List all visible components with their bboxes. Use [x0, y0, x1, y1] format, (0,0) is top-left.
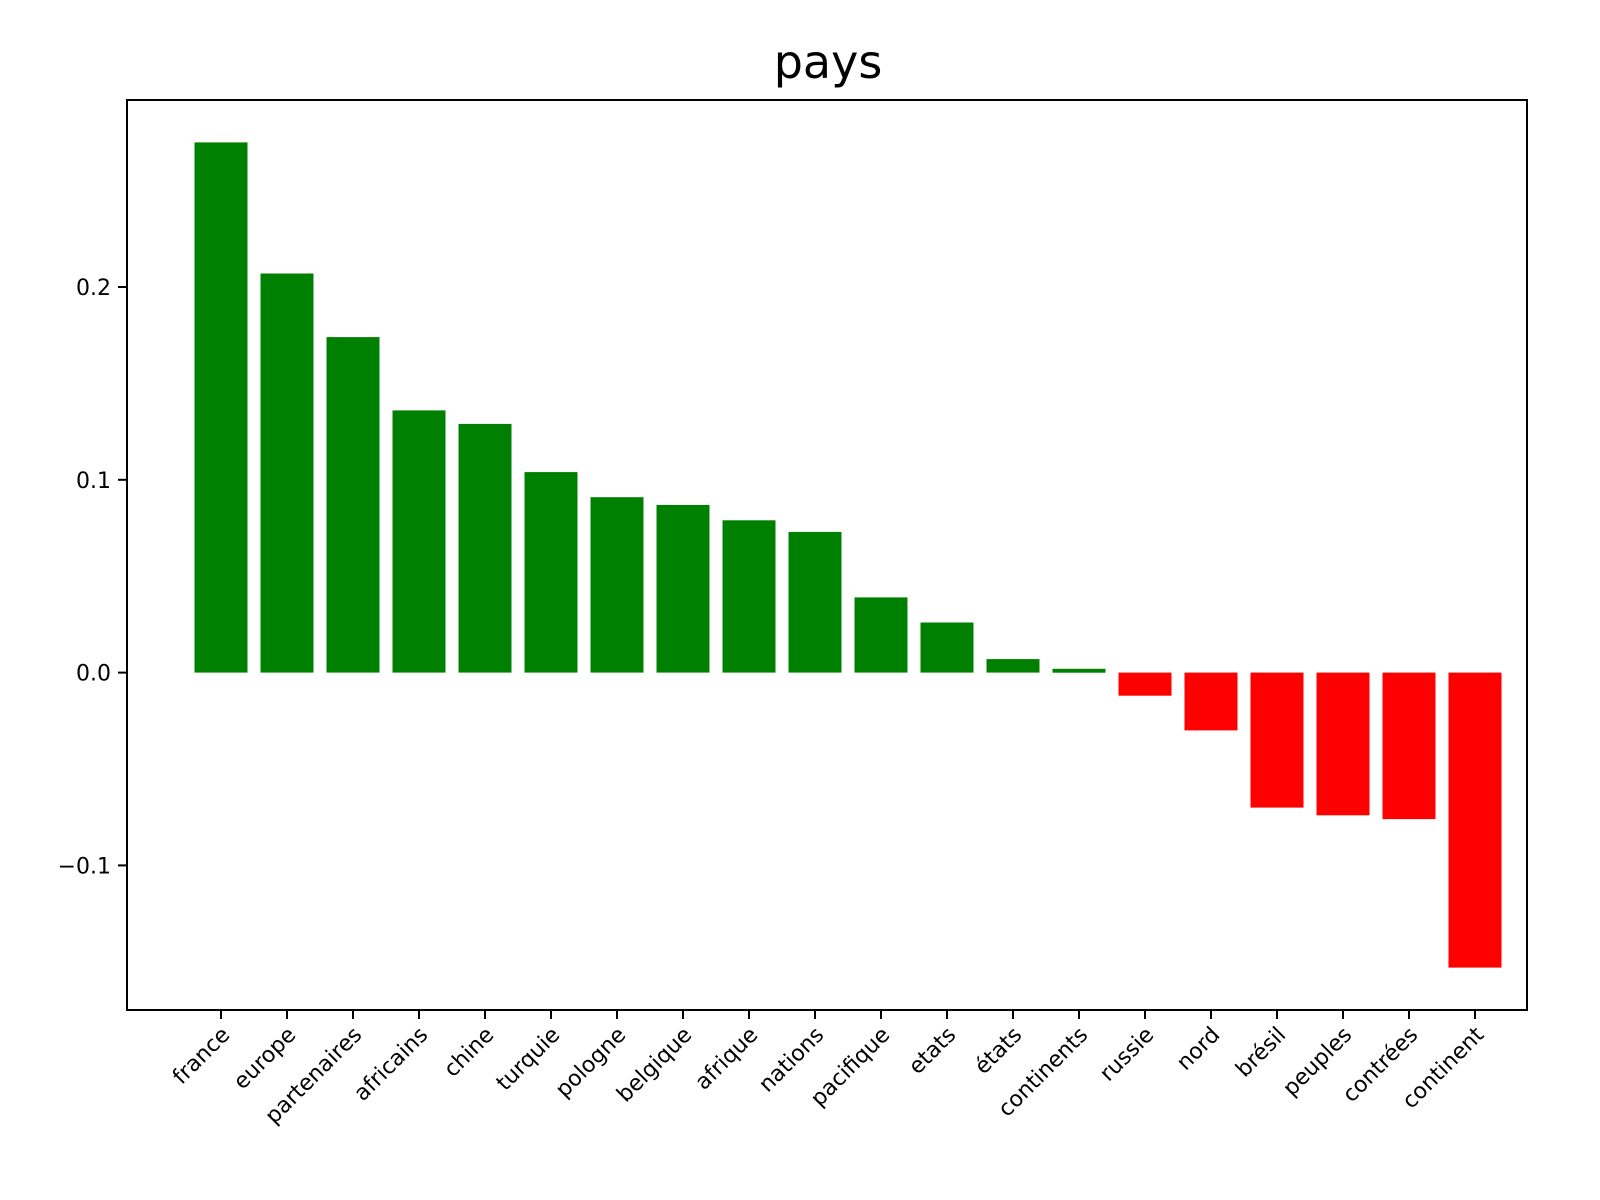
x-tick-label-11: etats [904, 1023, 961, 1080]
x-tick-label-0: france [168, 1023, 235, 1090]
y-tick-label-3: 0.2 [76, 276, 111, 301]
bar-10 [854, 597, 908, 673]
chart-title: pays [774, 35, 883, 89]
bar-18 [1382, 672, 1436, 820]
bar-14 [1118, 672, 1172, 696]
bar-12 [986, 659, 1040, 673]
x-tick-label-4: chine [439, 1023, 499, 1083]
bar-1 [260, 273, 314, 673]
bar-7 [656, 504, 710, 673]
plot-frame [126, 99, 1528, 1011]
bar-16 [1250, 672, 1304, 808]
x-tick-label-15: nord [1172, 1023, 1225, 1076]
bar-9 [788, 531, 842, 673]
bar-8 [722, 520, 776, 673]
x-tick-label-8: afrique [691, 1023, 764, 1096]
bar-13 [1052, 668, 1106, 673]
bar-17 [1316, 672, 1370, 816]
bar-19 [1448, 672, 1502, 968]
y-tick-label-2: 0.1 [76, 469, 111, 494]
x-tick-label-14: russie [1095, 1023, 1159, 1087]
bar-4 [458, 423, 512, 673]
x-tick-label-16: brésil [1231, 1023, 1291, 1083]
bar-3 [392, 410, 446, 673]
y-axis: −0.1 0.0 0.1 0.2 [58, 276, 127, 879]
y-tick-label-0: −0.1 [58, 854, 111, 879]
bars-group [194, 142, 1502, 968]
bar-6 [590, 497, 644, 673]
bar-11 [920, 622, 974, 673]
x-tick-label-12: états [970, 1023, 1027, 1080]
bar-0 [194, 142, 248, 673]
bar-2 [326, 337, 380, 673]
bar-5 [524, 472, 578, 673]
y-tick-label-1: 0.0 [76, 662, 111, 687]
bar-15 [1184, 672, 1238, 731]
